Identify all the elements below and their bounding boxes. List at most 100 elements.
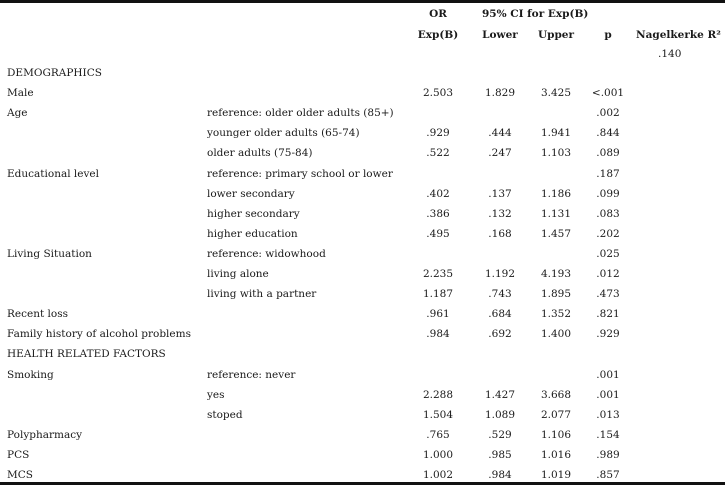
row-label: MCS — [7, 469, 33, 481]
row-lower: .132 — [488, 208, 512, 220]
row-or: 2.288 — [422, 389, 454, 401]
row-or: .929 — [426, 127, 450, 139]
row-lower: .137 — [488, 188, 512, 200]
header-p: p — [604, 29, 612, 41]
row-p: .002 — [596, 107, 620, 119]
row-p: .083 — [596, 208, 620, 220]
row-lower: .168 — [488, 228, 512, 240]
row-p: .989 — [596, 449, 620, 461]
row-sublabel: living with a partner — [207, 288, 317, 300]
row-sublabel: higher education — [207, 228, 298, 240]
row-p: .202 — [596, 228, 620, 240]
row-or: .386 — [426, 208, 450, 220]
row-lower: 1.829 — [484, 87, 516, 99]
row-upper: 1.457 — [540, 228, 572, 240]
row-or: 1.002 — [422, 469, 454, 481]
row-p: .473 — [596, 288, 620, 300]
row-or: 1.000 — [422, 449, 454, 461]
row-upper: 2.077 — [540, 409, 572, 421]
row-lower: 1.427 — [484, 389, 516, 401]
row-lower: .684 — [488, 308, 512, 320]
row-or: .402 — [426, 188, 450, 200]
row-sublabel: reference: older older adults (85+) — [207, 107, 394, 119]
row-upper: 1.941 — [540, 127, 572, 139]
row-or: 2.235 — [422, 268, 454, 280]
row-p: .857 — [596, 469, 620, 481]
row-label: Male — [7, 87, 34, 99]
row-label: DEMOGRAPHICS — [7, 67, 102, 79]
row-label: Polypharmacy — [7, 429, 83, 441]
row-or: .961 — [426, 308, 450, 320]
row-label: Family history of alcohol problems — [7, 328, 191, 340]
row-p: .821 — [596, 308, 620, 320]
row-lower: 1.089 — [484, 409, 516, 421]
row-sublabel: reference: widowhood — [207, 248, 326, 260]
row-upper: 1.106 — [540, 429, 572, 441]
header-exp-b: Exp(B) — [417, 29, 459, 41]
row-upper: 1.895 — [540, 288, 572, 300]
row-upper: 1.016 — [540, 449, 572, 461]
row-or: .522 — [426, 147, 450, 159]
row-p: .089 — [596, 147, 620, 159]
row-p: .001 — [596, 389, 620, 401]
row-or: .984 — [426, 328, 450, 340]
row-lower: .985 — [488, 449, 512, 461]
row-sublabel: stoped — [207, 409, 243, 421]
row-label: HEALTH RELATED FACTORS — [7, 348, 166, 360]
row-label: Smoking — [7, 369, 54, 381]
row-upper: 4.193 — [540, 268, 572, 280]
header-upper: Upper — [537, 29, 575, 41]
row-or: 1.187 — [422, 288, 454, 300]
row-lower: 1.192 — [484, 268, 516, 280]
row-sublabel: yes — [207, 389, 225, 401]
row-lower: .743 — [488, 288, 512, 300]
row-or: 1.504 — [422, 409, 454, 421]
header-nagelkerke: Nagelkerke R² — [636, 29, 721, 41]
row-sublabel: reference: primary school or lower — [207, 168, 393, 180]
row-sublabel: higher secondary — [207, 208, 300, 220]
row-upper: 3.425 — [540, 87, 572, 99]
row-p: .844 — [596, 127, 620, 139]
row-lower: .984 — [488, 469, 512, 481]
row-or: .765 — [426, 429, 450, 441]
row-p: .099 — [596, 188, 620, 200]
row-lower: .529 — [488, 429, 512, 441]
row-sublabel: reference: never — [207, 369, 296, 381]
row-p: .012 — [596, 268, 620, 280]
row-lower: .692 — [488, 328, 512, 340]
header-lower: Lower — [482, 29, 518, 41]
row-upper: 1.400 — [540, 328, 572, 340]
nagelkerke-value: .140 — [658, 48, 682, 60]
row-sublabel: lower secondary — [207, 188, 295, 200]
row-p: .025 — [596, 248, 620, 260]
top-rule — [0, 0, 725, 3]
row-lower: .444 — [488, 127, 512, 139]
row-sublabel: younger older adults (65-74) — [207, 127, 360, 139]
row-upper: 1.019 — [540, 469, 572, 481]
row-label: Recent loss — [7, 308, 68, 320]
row-upper: 3.668 — [540, 389, 572, 401]
row-label: PCS — [7, 449, 30, 461]
row-sublabel: older adults (75-84) — [207, 147, 313, 159]
row-upper: 1.186 — [540, 188, 572, 200]
row-label: Age — [7, 107, 28, 119]
row-p: .187 — [596, 168, 620, 180]
row-or: 2.503 — [422, 87, 454, 99]
row-upper: 1.352 — [540, 308, 572, 320]
row-p: .929 — [596, 328, 620, 340]
header-or: OR — [429, 8, 447, 20]
row-label: Living Situation — [7, 248, 92, 260]
row-p: <.001 — [591, 87, 625, 99]
row-upper: 1.131 — [540, 208, 572, 220]
row-sublabel: living alone — [207, 268, 269, 280]
row-upper: 1.103 — [540, 147, 572, 159]
row-lower: .247 — [488, 147, 512, 159]
row-label: Educational level — [7, 168, 99, 180]
row-p: .013 — [596, 409, 620, 421]
row-p: .001 — [596, 369, 620, 381]
row-or: .495 — [426, 228, 450, 240]
header-ci: 95% CI for Exp(B) — [482, 8, 589, 20]
row-p: .154 — [596, 429, 620, 441]
bottom-rule — [0, 482, 725, 485]
